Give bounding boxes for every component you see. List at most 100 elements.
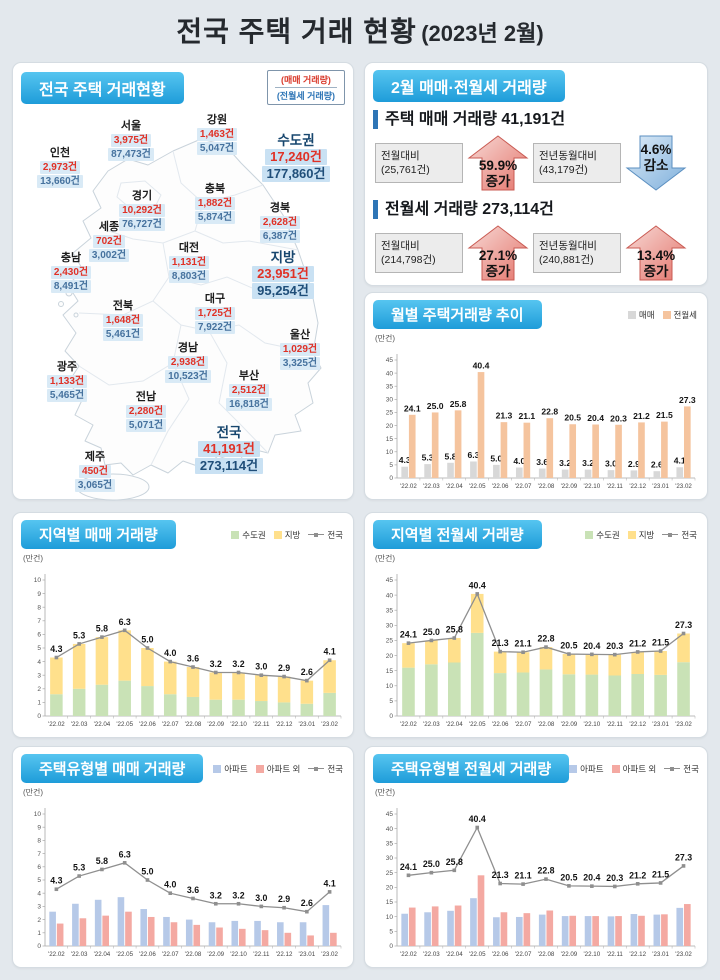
legend-item: 전국: [664, 763, 699, 775]
svg-text:20.4: 20.4: [583, 873, 600, 883]
svg-text:3: 3: [37, 672, 41, 679]
svg-text:'22.07: '22.07: [515, 951, 532, 958]
map-region-서울: 서울 3,975건 87,473건: [86, 120, 176, 162]
svg-text:5.0: 5.0: [141, 635, 153, 645]
svg-text:5.3: 5.3: [73, 630, 85, 640]
mom-base-value: (25,761건): [381, 164, 430, 176]
svg-text:2: 2: [37, 917, 41, 924]
svg-text:4.1: 4.1: [323, 647, 335, 657]
region-rent-chart: 0 5 10 15 20 25 30 35 40 45 '22.02 '22.03 '22.04 '22.…: [386, 574, 696, 728]
svg-text:4.1: 4.1: [323, 878, 335, 888]
svg-text:21.5: 21.5: [652, 638, 669, 648]
svg-text:40: 40: [386, 826, 394, 833]
chart-title: 주택유형별 매매 거래량: [21, 754, 204, 783]
svg-text:25.8: 25.8: [446, 625, 463, 635]
svg-text:3.0: 3.0: [255, 662, 267, 672]
svg-text:5.8: 5.8: [445, 451, 457, 461]
svg-text:0: 0: [389, 943, 393, 950]
svg-text:'22.05: '22.05: [116, 721, 133, 728]
svg-text:20.5: 20.5: [560, 641, 577, 651]
map-region-경남: 경남 2,938건 10,523건: [143, 342, 233, 384]
axis-unit-label: (만건): [23, 788, 44, 797]
svg-text:21.1: 21.1: [518, 411, 535, 421]
svg-text:'22.03: '22.03: [423, 483, 440, 490]
svg-text:'23.02: '23.02: [675, 721, 692, 728]
svg-text:'22.12: '22.12: [276, 951, 293, 958]
sale-stats-row: 전월대비 (25,761건) 59.9% 증가 전년동월대비 (43,179건): [375, 134, 699, 192]
map-region-전북: 전북 1,648건 5,461건: [78, 300, 168, 342]
svg-text:'22.07: '22.07: [515, 721, 532, 728]
chart-legend: 수도권 지방 전국: [585, 529, 697, 541]
panel-monthly-stats: 2월 매매·전월세 거래량 주택 매매 거래량 41,191건 전월대비 (25…: [364, 62, 708, 286]
axis-unit-label: (만건): [375, 334, 396, 343]
svg-text:'23.01: '23.01: [652, 951, 669, 958]
svg-text:3.2: 3.2: [210, 659, 222, 669]
svg-text:5: 5: [389, 698, 393, 705]
svg-text:27.3: 27.3: [675, 852, 692, 862]
svg-text:21.2: 21.2: [633, 411, 650, 421]
svg-text:2.6: 2.6: [651, 460, 663, 470]
svg-text:5: 5: [389, 929, 393, 936]
map-region-수도권: 수도권 17,240건 177,860건: [251, 134, 341, 183]
svg-text:'22.04: '22.04: [94, 951, 111, 958]
mom-label: 전월대비: [381, 240, 420, 252]
svg-text:24.1: 24.1: [400, 630, 417, 640]
svg-text:'22.09: '22.09: [561, 483, 578, 490]
map-legend-rent: (전월세 거래량): [276, 91, 335, 101]
pct-change-label: 27.1% 증가: [478, 248, 518, 279]
map-region-경기: 경기 10,292건 76,727건: [97, 190, 187, 232]
yoy-label: 전년동월대비: [539, 150, 597, 162]
svg-text:25.0: 25.0: [427, 401, 444, 411]
svg-text:'22.03: '22.03: [423, 951, 440, 958]
svg-text:'22.07: '22.07: [162, 721, 179, 728]
svg-text:5.8: 5.8: [96, 624, 108, 634]
svg-text:20: 20: [386, 653, 394, 660]
svg-text:24.1: 24.1: [400, 862, 417, 872]
svg-text:25.0: 25.0: [423, 627, 440, 637]
increase-arrow: 59.9% 증가: [466, 134, 530, 192]
svg-text:5: 5: [389, 462, 393, 469]
legend-item: 지방: [273, 529, 300, 541]
map-region-인천: 인천 2,973건 13,660건: [15, 147, 105, 189]
increase-arrow: 27.1% 증가: [466, 224, 530, 282]
svg-text:3.0: 3.0: [605, 459, 617, 469]
svg-text:6: 6: [37, 864, 41, 871]
svg-text:'22.10: '22.10: [584, 951, 601, 958]
yoy-base-value: (240,881건): [539, 254, 594, 266]
svg-text:'22.09: '22.09: [207, 951, 224, 958]
yoy-label: 전년동월대비: [539, 240, 597, 252]
svg-text:'22.12: '22.12: [629, 483, 646, 490]
map-region-광주: 광주 1,133건 5,465건: [22, 361, 112, 403]
map-region-부산: 부산 2,512건 16,818건: [204, 370, 294, 412]
map-region-충남: 충남 2,430건 8,491건: [26, 252, 116, 294]
pct-change-label: 13.4% 증가: [636, 248, 676, 279]
svg-text:2.9: 2.9: [628, 459, 640, 469]
svg-text:3.2: 3.2: [210, 890, 222, 900]
svg-text:45: 45: [386, 577, 394, 584]
panel-type-rent: 주택유형별 전월세 거래량 아파트 아파트 외 전국 (만건) 0 5 10 15 20 25…: [364, 746, 708, 968]
map-region-전국: 전국 41,191건 273,114건: [184, 426, 274, 475]
svg-text:2.9: 2.9: [278, 663, 290, 673]
svg-text:20.5: 20.5: [560, 872, 577, 882]
svg-text:21.5: 21.5: [656, 410, 673, 420]
legend-item: 수도권: [231, 529, 266, 541]
svg-text:0: 0: [389, 713, 393, 720]
svg-text:21.3: 21.3: [492, 870, 509, 880]
svg-text:20: 20: [386, 885, 394, 892]
svg-text:'22.11: '22.11: [607, 721, 624, 728]
chart-legend: 수도권 지방 전국: [231, 529, 343, 541]
map-region-세종: 세종 702건 3,002건: [64, 221, 154, 263]
svg-text:3.2: 3.2: [232, 890, 244, 900]
legend-item: 아파트: [213, 763, 248, 775]
svg-text:'22.05: '22.05: [469, 951, 486, 958]
svg-text:15: 15: [386, 668, 394, 675]
map-region-경북: 경북 2,628건 6,387건: [235, 202, 325, 244]
svg-text:'22.04: '22.04: [446, 951, 463, 958]
svg-text:40: 40: [386, 592, 394, 599]
svg-text:'22.02: '22.02: [400, 721, 417, 728]
svg-text:0: 0: [37, 943, 41, 950]
yoy-base-box: 전년동월대비 (43,179건): [533, 143, 621, 183]
svg-text:'22.08: '22.08: [538, 951, 555, 958]
korea-map: 서울 3,975건 87,473건 인천 2,973건 13,660건 강원 1,463건 5,…: [13, 63, 355, 501]
svg-text:3: 3: [37, 904, 41, 911]
